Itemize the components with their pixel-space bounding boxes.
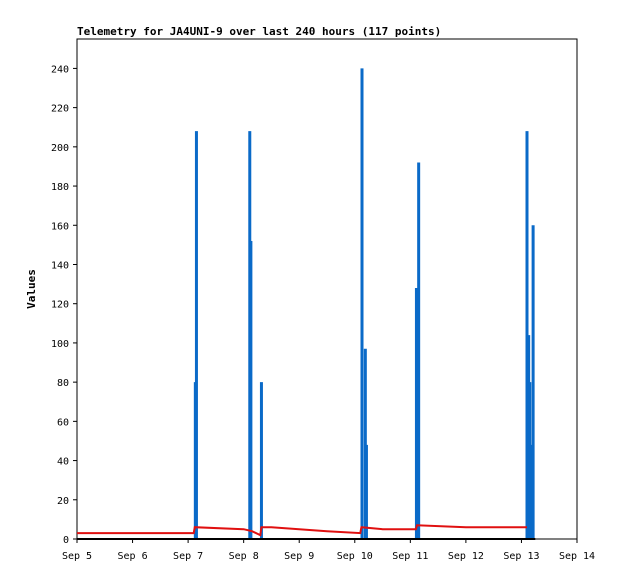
x-tick-label: Sep 7 [173, 551, 203, 562]
series-0 [193, 68, 535, 539]
x-tick-label: Sep 13 [503, 551, 539, 562]
x-tick-label: Sep 11 [392, 551, 428, 562]
x-axis: Sep 5 Sep 6 Sep 7 Sep 8 Sep 9 Sep 10 Sep 11 Sep… [62, 539, 595, 562]
y-tick-label: 220 [51, 104, 69, 115]
y-tick-label: 160 [51, 221, 69, 232]
series-line [77, 524, 527, 537]
x-tick-label: Sep 10 [337, 551, 373, 562]
y-tick-label: 100 [51, 339, 69, 350]
x-tick-label: Sep 9 [284, 551, 314, 562]
y-tick-label: 120 [51, 300, 69, 311]
y-tick-label: 240 [51, 64, 69, 75]
x-tick-label: Sep 6 [118, 551, 148, 562]
x-tick-label: Sep 5 [62, 551, 92, 562]
x-tick-label: Sep 14 [559, 551, 595, 562]
y-tick-label: 20 [57, 496, 69, 507]
y-tick-label: 80 [57, 378, 69, 389]
y-tick-label: 60 [57, 417, 69, 428]
series-1 [77, 524, 527, 537]
chart-title: Telemetry for JA4UNI-9 over last 240 hou… [77, 25, 441, 38]
x-tick-label: Sep 8 [229, 551, 259, 562]
y-tick-label: 40 [57, 457, 69, 468]
series-layer [77, 68, 536, 540]
y-tick-label: 200 [51, 143, 69, 154]
y-tick-label: 0 [63, 535, 69, 546]
y-tick-label: 180 [51, 182, 69, 193]
y-axis: 0 20 40 60 80 100 120 140 160 180 200 220 240 [51, 64, 77, 546]
x-tick-label: Sep 12 [448, 551, 484, 562]
y-axis-label: Values [25, 269, 38, 309]
y-tick-label: 140 [51, 260, 69, 271]
plot-area [76, 38, 578, 540]
